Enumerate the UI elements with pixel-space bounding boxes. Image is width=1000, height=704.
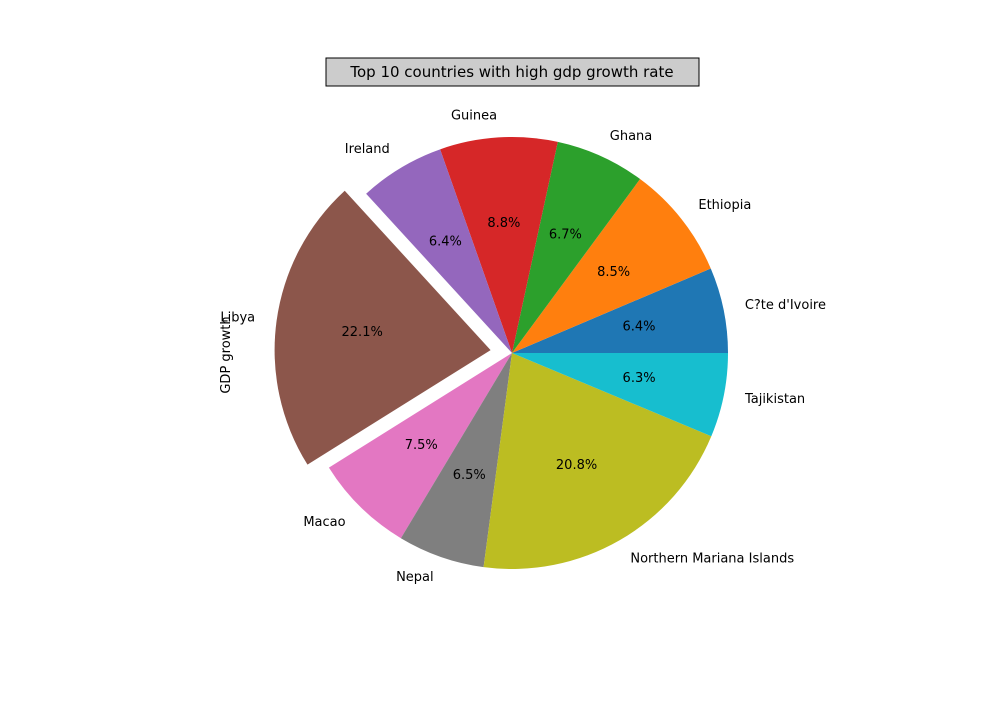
pie-slice-nepal bbox=[400, 353, 512, 568]
slice-percent-nepal: 6.5% bbox=[453, 468, 486, 483]
y-axis-label: GDP growth bbox=[219, 316, 234, 393]
pie-slice-ethiopia bbox=[512, 179, 711, 353]
pie-slice-ghana bbox=[512, 141, 641, 353]
slice-label-nepal: Nepal bbox=[396, 570, 434, 585]
slice-label-northern-mariana-islands: Northern Mariana Islands bbox=[630, 552, 794, 567]
slice-percent-northern-mariana-islands: 20.8% bbox=[556, 458, 597, 473]
slice-percent-ghana: 6.7% bbox=[549, 227, 582, 242]
chart-title-box bbox=[325, 57, 700, 87]
pie-slice-c-te-d-ivoire bbox=[512, 268, 728, 353]
pie-slice-macao bbox=[328, 353, 512, 539]
slice-label-libya: Libya bbox=[220, 311, 255, 326]
pie-labels: C?te d'Ivoire 6.4% Ethiopia 8.5% Ghana 6.7% Gu… bbox=[220, 108, 826, 584]
slice-percent-ethiopia: 8.5% bbox=[597, 265, 630, 280]
slice-percent-tajikistan: 6.3% bbox=[623, 371, 656, 386]
chart-title: Top 10 countries with high gdp growth ra… bbox=[349, 63, 673, 81]
slice-percent-c-te-d-ivoire: 6.4% bbox=[622, 320, 655, 335]
slice-label-ethiopia: Ethiopia bbox=[698, 198, 751, 213]
pie-slice-libya bbox=[274, 190, 491, 465]
slice-label-ireland: Ireland bbox=[345, 142, 390, 157]
slice-label-ghana: Ghana bbox=[610, 129, 653, 144]
slice-percent-ireland: 6.4% bbox=[429, 234, 462, 249]
pie-slice-tajikistan bbox=[512, 353, 728, 437]
pie-slices bbox=[274, 137, 728, 569]
slice-label-macao: Macao bbox=[303, 515, 345, 530]
slice-label-tajikistan: Tajikistan bbox=[744, 392, 805, 407]
slice-label-c-te-d-ivoire: C?te d'Ivoire bbox=[745, 298, 826, 313]
chart-title-group: Top 10 countries with high gdp growth ra… bbox=[325, 57, 700, 87]
pie-slice-northern-mariana-islands bbox=[483, 353, 712, 569]
pie-slice-ireland bbox=[366, 149, 512, 353]
slice-label-guinea: Guinea bbox=[451, 108, 497, 123]
pie-slice-guinea bbox=[440, 137, 558, 353]
slice-percent-macao: 7.5% bbox=[405, 438, 438, 453]
slice-percent-guinea: 8.8% bbox=[487, 216, 520, 231]
slice-percent-libya: 22.1% bbox=[342, 325, 383, 340]
